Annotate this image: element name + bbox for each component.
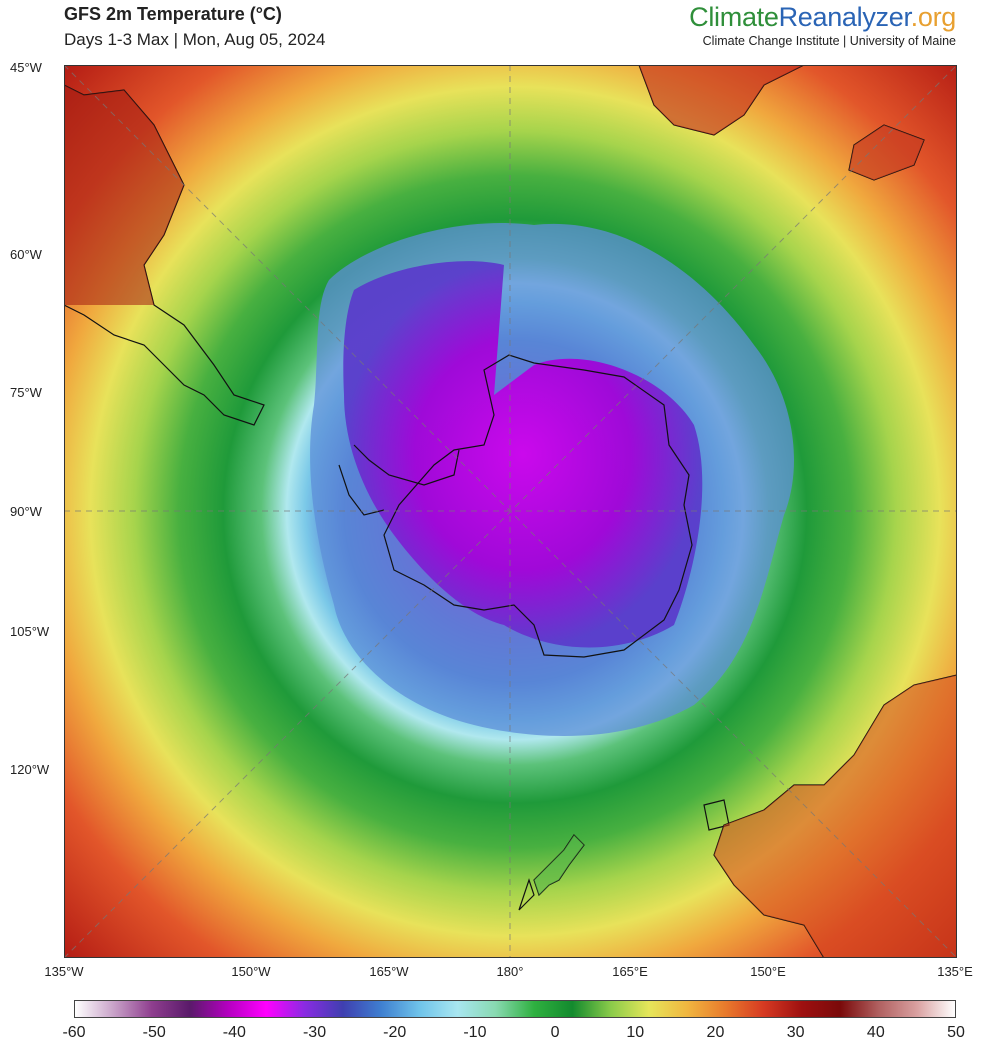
bottom-axis-label: 165°E xyxy=(612,964,648,979)
chart-title: GFS 2m Temperature (°C) xyxy=(64,4,282,24)
brand-logo-part-1: Climate xyxy=(689,2,779,32)
brand-logo[interactable]: ClimateReanalyzer.org xyxy=(689,2,956,33)
colorbar-tick-label: -30 xyxy=(302,1024,327,1041)
colorbar-tick-label: 50 xyxy=(947,1024,965,1041)
south-america-warm-land xyxy=(64,85,184,305)
bottom-axis-label: 165°W xyxy=(369,964,409,979)
colorbar-tick-label: -20 xyxy=(383,1024,407,1041)
new-zealand-land xyxy=(534,835,584,895)
brand-logo-part-2: Reanalyzer xyxy=(778,2,911,32)
bottom-axis-label: 135°W xyxy=(44,964,84,979)
map-frame xyxy=(64,65,957,958)
meridian-45w-135e xyxy=(64,65,957,958)
brand-logo-part-3: .org xyxy=(910,2,957,32)
antarctica-coastline xyxy=(383,354,693,658)
brand-subtitle: Climate Change Institute | University of… xyxy=(702,34,956,48)
bottom-axis-label: 150°W xyxy=(231,964,271,979)
antarctic-peninsula-outline xyxy=(338,444,460,516)
left-axis-label: 75°W xyxy=(10,385,42,400)
map-svg xyxy=(64,65,957,958)
colorbar-tick-label: 20 xyxy=(706,1024,725,1041)
left-axis-label: 120°W xyxy=(10,762,50,777)
left-axis-label: 60°W xyxy=(10,247,42,262)
left-axis-label: 90°W xyxy=(10,504,42,519)
colorbar-tick-label: -60 xyxy=(62,1024,86,1041)
australia-warm-land xyxy=(714,675,957,958)
land-fills xyxy=(64,65,957,958)
graticule-lines xyxy=(64,65,957,958)
colorbar-tick-label: -10 xyxy=(463,1024,487,1041)
bottom-axis-label: 180° xyxy=(496,964,524,979)
colorbar-tick-label: -50 xyxy=(142,1024,166,1041)
polar-cold-core xyxy=(343,261,703,648)
bottom-axis-label: 150°E xyxy=(750,964,786,979)
left-axis-label: 45°W xyxy=(10,60,42,75)
colorbar xyxy=(74,1000,956,1018)
colorbar-tick-label: 30 xyxy=(786,1024,805,1041)
colorbar-tick-label: -40 xyxy=(222,1024,246,1041)
colorbar-tick-label: 40 xyxy=(866,1024,885,1041)
madagascar-warm-land xyxy=(849,125,924,180)
left-axis-label: 105°W xyxy=(10,624,50,639)
bottom-axis-label: 135°E xyxy=(937,964,973,979)
chart-subtitle: Days 1-3 Max | Mon, Aug 05, 2024 xyxy=(64,30,326,49)
colorbar-tick-label: 10 xyxy=(626,1024,645,1041)
africa-warm-land xyxy=(639,65,804,135)
temperature-map xyxy=(64,65,957,958)
colorbar-tick-label: 0 xyxy=(550,1024,560,1041)
